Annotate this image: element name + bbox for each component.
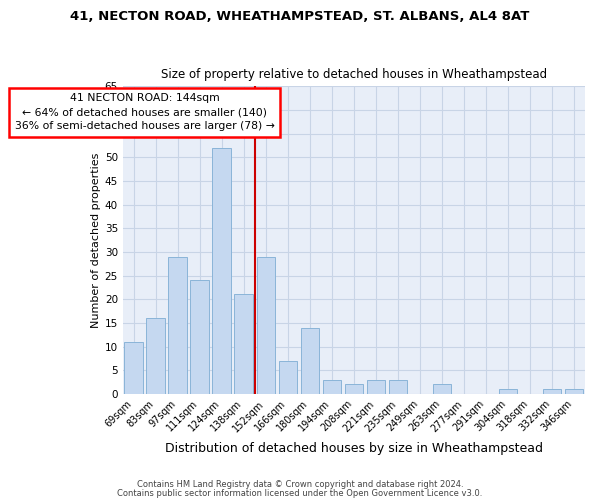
Bar — [212, 148, 231, 394]
Bar — [389, 380, 407, 394]
Bar — [169, 256, 187, 394]
Bar — [257, 256, 275, 394]
Bar — [367, 380, 385, 394]
X-axis label: Distribution of detached houses by size in Wheathampstead: Distribution of detached houses by size … — [165, 442, 543, 455]
Y-axis label: Number of detached properties: Number of detached properties — [91, 152, 101, 328]
Bar — [124, 342, 143, 394]
Bar — [278, 360, 297, 394]
Text: 41, NECTON ROAD, WHEATHAMPSTEAD, ST. ALBANS, AL4 8AT: 41, NECTON ROAD, WHEATHAMPSTEAD, ST. ALB… — [70, 10, 530, 23]
Bar — [565, 389, 583, 394]
Text: 41 NECTON ROAD: 144sqm
← 64% of detached houses are smaller (140)
36% of semi-de: 41 NECTON ROAD: 144sqm ← 64% of detached… — [15, 94, 275, 132]
Bar — [499, 389, 517, 394]
Bar — [235, 294, 253, 394]
Text: Contains HM Land Registry data © Crown copyright and database right 2024.: Contains HM Land Registry data © Crown c… — [137, 480, 463, 489]
Bar — [323, 380, 341, 394]
Bar — [190, 280, 209, 394]
Bar — [542, 389, 562, 394]
Bar — [301, 328, 319, 394]
Bar — [344, 384, 363, 394]
Text: Contains public sector information licensed under the Open Government Licence v3: Contains public sector information licen… — [118, 489, 482, 498]
Bar — [146, 318, 165, 394]
Title: Size of property relative to detached houses in Wheathampstead: Size of property relative to detached ho… — [161, 68, 547, 81]
Bar — [433, 384, 451, 394]
